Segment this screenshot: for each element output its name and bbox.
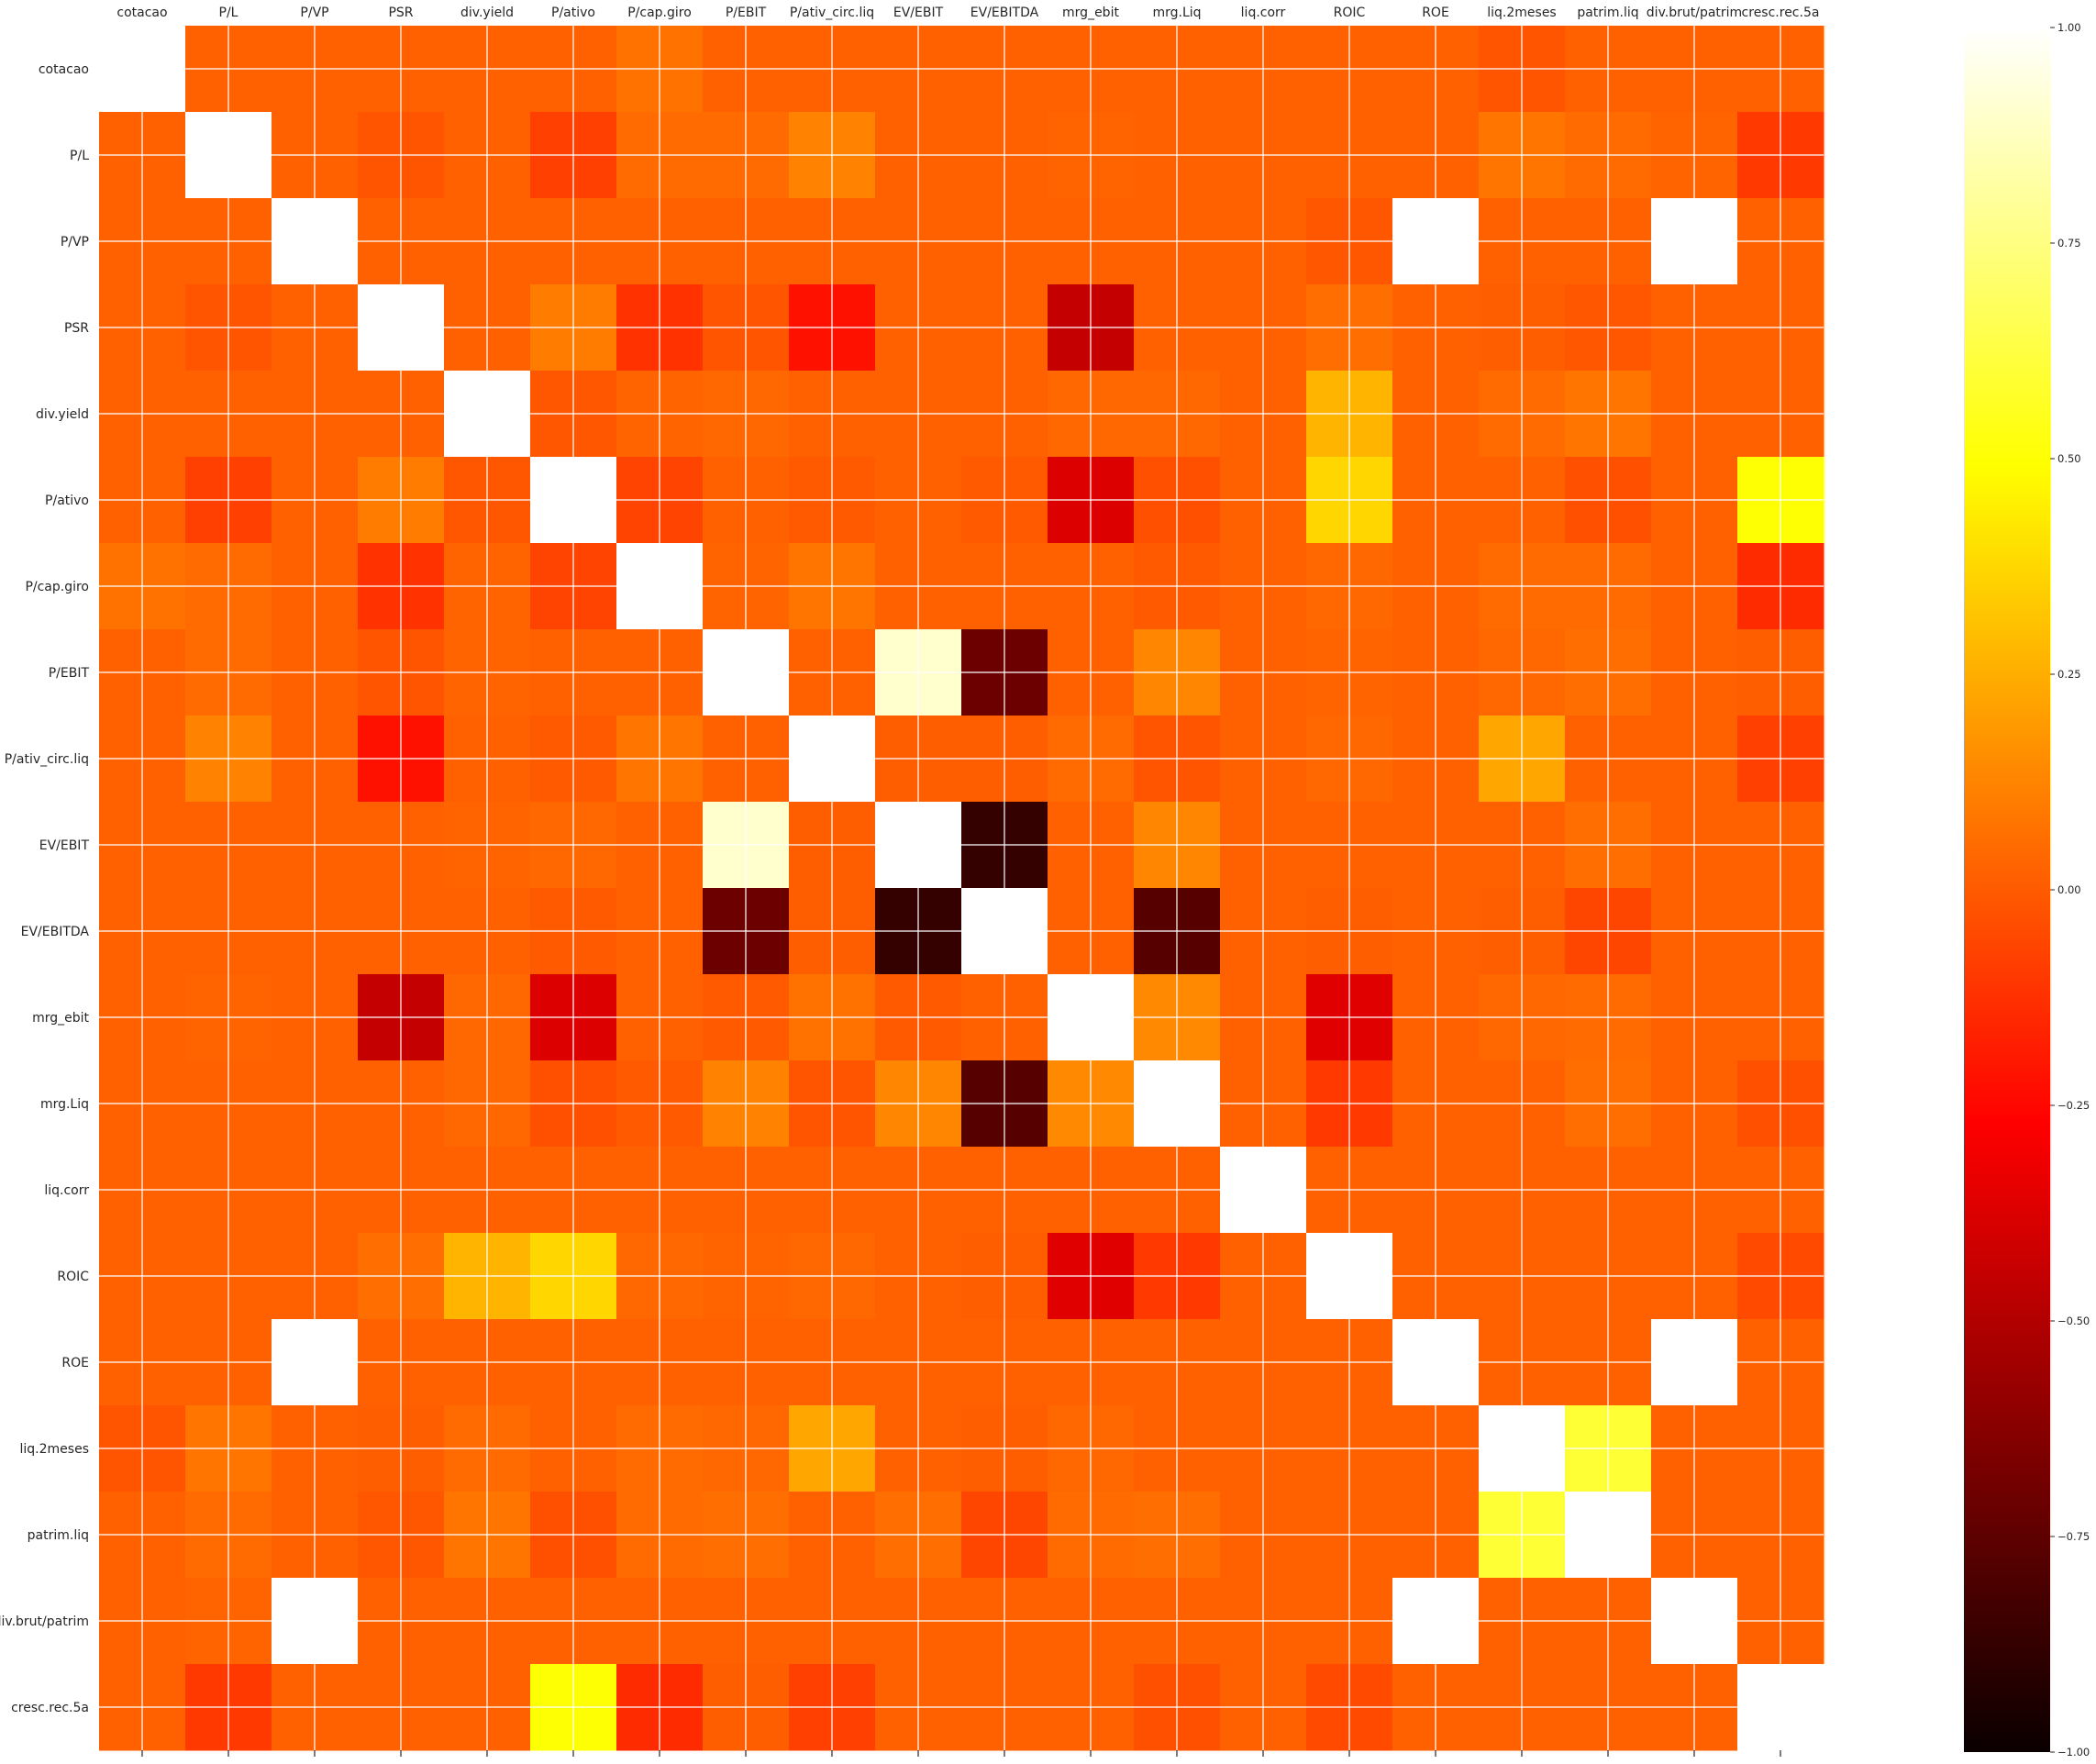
colorbar-gradient <box>1964 28 2050 1752</box>
y-tick-label: EV/EBITDA <box>21 925 90 939</box>
y-tick-label: P/L <box>70 149 89 163</box>
colorbar-tick-label: 0.50 <box>2057 452 2081 465</box>
y-tick-label: PSR <box>64 321 89 336</box>
y-tick-label: P/VP <box>61 235 89 250</box>
y-tick-label: liq.corr <box>44 1183 89 1198</box>
y-tick-label: mrg.Liq <box>40 1097 89 1112</box>
x-axis-top-labels: cotacao P/L P/VP PSR div.yield P/ativo P/cap.g… <box>116 6 1819 20</box>
y-tick-label: P/ativ_circ.liq <box>5 752 89 767</box>
x-tick-label: EV/EBITDA <box>970 6 1039 20</box>
colorbar-tick-label: −0.25 <box>2057 1099 2090 1112</box>
y-axis-labels: cotacao P/L P/VP PSR div.yield P/ativo P/cap.g… <box>0 62 90 1715</box>
y-tick-label: P/cap.giro <box>25 580 89 594</box>
y-tick-label: div.yield <box>36 407 89 422</box>
x-tick-label: P/ativ_circ.liq <box>790 6 874 20</box>
y-tick-label: patrim.liq <box>28 1528 89 1543</box>
x-tick-label: ROE <box>1422 6 1449 20</box>
x-tick-label: P/EBIT <box>726 6 767 20</box>
y-tick-label: ROIC <box>57 1270 89 1284</box>
heatmap-gridlines <box>99 26 1824 1750</box>
colorbar-tick-label: 0.25 <box>2057 668 2081 681</box>
x-tick-label: ROIC <box>1334 6 1366 20</box>
y-tick-label: P/EBIT <box>49 666 90 681</box>
colorbar-tick-label: −0.75 <box>2057 1530 2090 1543</box>
colorbar-tick-label: 0.00 <box>2057 883 2081 896</box>
x-tick-label: mrg.Liq <box>1152 6 1201 20</box>
x-tick-label: patrim.liq <box>1577 6 1638 20</box>
x-tick-label: div.yield <box>460 6 514 20</box>
x-tick-label: liq.2meses <box>1487 6 1556 20</box>
y-tick-label: P/ativo <box>45 494 89 508</box>
y-tick-label: cresc.rec.5a <box>11 1701 89 1715</box>
x-tick-label: P/L <box>219 6 238 20</box>
x-tick-label: EV/EBIT <box>893 6 944 20</box>
y-tick-label: ROE <box>61 1356 89 1370</box>
colorbar-ticks: −1.00 −0.75 −0.50 −0.25 0.00 0.25 0.50 0.75 1.00 <box>2050 21 2090 1758</box>
colorbar-tick-label: 0.75 <box>2057 237 2081 250</box>
x-tick-label: cresc.rec.5a <box>1742 6 1820 20</box>
colorbar-tick-label: −0.50 <box>2057 1315 2090 1327</box>
x-tick-label: div.brut/patrim <box>1647 6 1742 20</box>
colorbar-tick-label: 1.00 <box>2057 21 2081 34</box>
y-tick-label: liq.2meses <box>20 1442 89 1457</box>
x-tick-label: P/cap.giro <box>627 6 692 20</box>
y-tick-label: mrg_ebit <box>32 1011 89 1026</box>
x-tick-label: PSR <box>388 6 413 20</box>
y-tick-label: cotacao <box>39 62 89 77</box>
x-tick-label: P/VP <box>300 6 328 20</box>
axis-ticks <box>141 1750 1781 1757</box>
y-tick-label: EV/EBIT <box>39 838 90 853</box>
x-tick-label: mrg_ebit <box>1062 6 1119 20</box>
colorbar <box>1964 28 2050 1752</box>
y-tick-label: div.brut/patrim <box>0 1614 89 1629</box>
x-tick-label: P/ativo <box>551 6 595 20</box>
colorbar-tick-label: −1.00 <box>2057 1746 2090 1758</box>
x-tick-label: cotacao <box>116 6 167 20</box>
heatmap-cells <box>99 26 1824 1751</box>
x-tick-label: liq.corr <box>1241 6 1286 20</box>
